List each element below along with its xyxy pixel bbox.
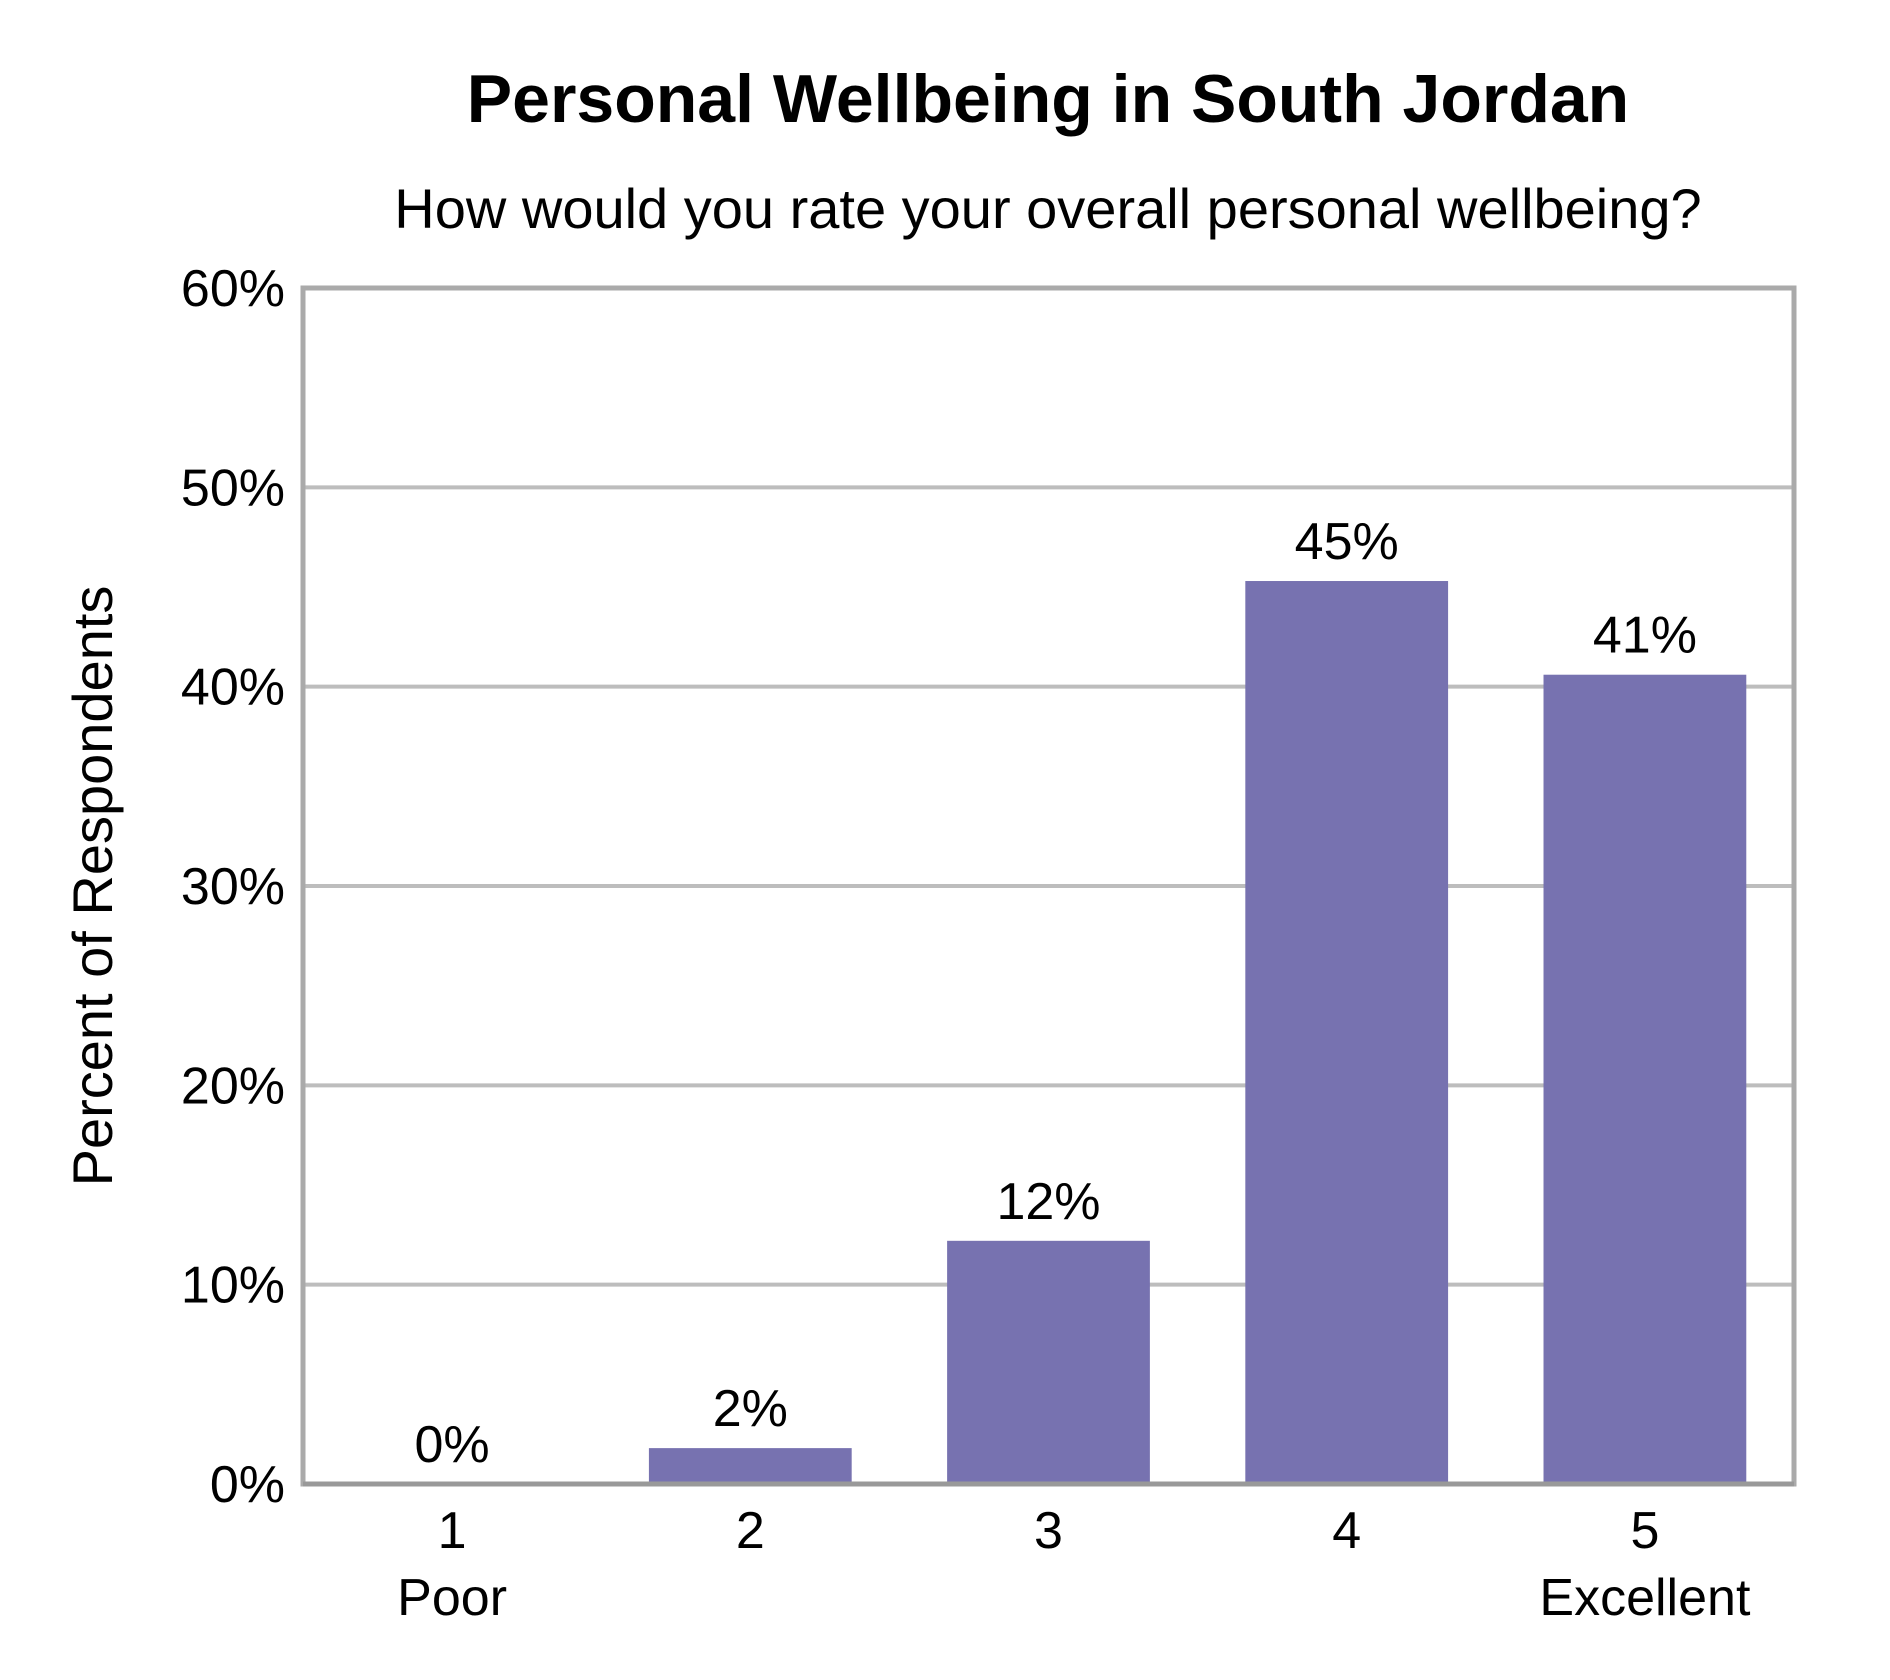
bar-5: [1543, 674, 1747, 1484]
data-label: 45%: [1295, 513, 1399, 571]
y-tick-label: 10%: [181, 1257, 285, 1315]
x-tick-sublabel: Excellent: [1539, 1569, 1751, 1627]
data-label: 0%: [415, 1416, 490, 1474]
chart-subtitle: How would you rate your overall personal…: [394, 177, 1701, 240]
data-label: 12%: [996, 1173, 1100, 1231]
x-tick-label: 5: [1630, 1502, 1659, 1560]
y-tick-label: 20%: [181, 1057, 285, 1115]
x-tick-label: 2: [736, 1502, 765, 1560]
data-label: 2%: [713, 1380, 788, 1438]
chart-title: Personal Wellbeing in South Jordan: [467, 61, 1629, 137]
x-tick-label: 3: [1034, 1502, 1063, 1560]
y-axis-title: Percent of Respondents: [61, 586, 124, 1187]
bars: [648, 581, 1747, 1484]
data-labels: 0% 2% 12% 45% 41%: [415, 513, 1697, 1474]
data-label: 41%: [1593, 607, 1697, 665]
y-tick-label: 60%: [181, 260, 285, 318]
y-tick-label: 40%: [181, 659, 285, 717]
y-tick-label: 50%: [181, 459, 285, 517]
bar-3: [947, 1240, 1150, 1484]
x-tick-sublabel: Poor: [397, 1569, 507, 1627]
bar-4: [1245, 581, 1449, 1484]
y-tick-label: 0%: [210, 1456, 285, 1514]
bar-2: [648, 1448, 852, 1484]
y-axis-ticks: 0% 10% 20% 30% 40% 50% 60%: [181, 260, 285, 1514]
x-tick-label: 1: [438, 1502, 467, 1560]
x-axis-labels: 1 Poor 2 3 4 5 Excellent: [397, 1502, 1751, 1627]
x-tick-label: 4: [1332, 1502, 1361, 1560]
y-tick-label: 30%: [181, 858, 285, 916]
